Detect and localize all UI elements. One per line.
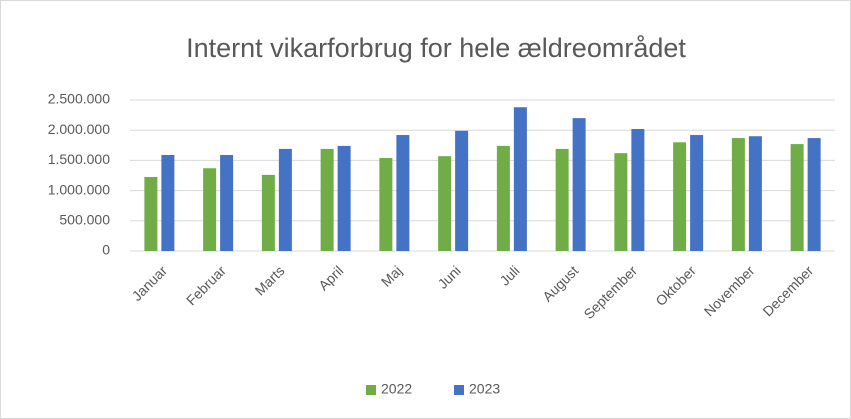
bar [144,177,158,251]
bar [396,135,410,251]
bar [731,138,745,251]
bar [320,148,334,251]
y-tick-label: 0 [102,242,110,258]
bar [203,168,217,251]
legend-swatch [366,385,376,395]
bar [748,136,762,251]
bar [807,138,821,251]
bar [513,107,527,251]
bar [614,153,628,251]
y-tick-label: 1.000.000 [48,181,110,197]
bar [572,118,586,252]
bar [673,142,687,251]
bar [261,174,275,251]
bar [631,128,645,251]
bar [455,130,469,251]
bar [379,157,393,251]
bar [496,145,510,251]
bar [161,154,175,251]
bar [438,156,452,251]
y-tick-label: 500.000 [59,212,110,228]
legend-swatch [454,385,464,395]
bar [337,145,351,251]
y-tick-label: 2.500.000 [48,91,110,107]
bar [790,144,804,251]
legend-label: 2023 [469,381,500,397]
legend-label: 2022 [381,381,412,397]
bar [278,148,292,251]
chart-title: Internt vikarforbrug for hele ældreområd… [186,33,686,63]
bar [690,135,704,251]
y-tick-label: 1.500.000 [48,151,110,167]
bar [555,148,569,251]
y-tick-label: 2.000.000 [48,121,110,137]
bar [220,154,234,251]
